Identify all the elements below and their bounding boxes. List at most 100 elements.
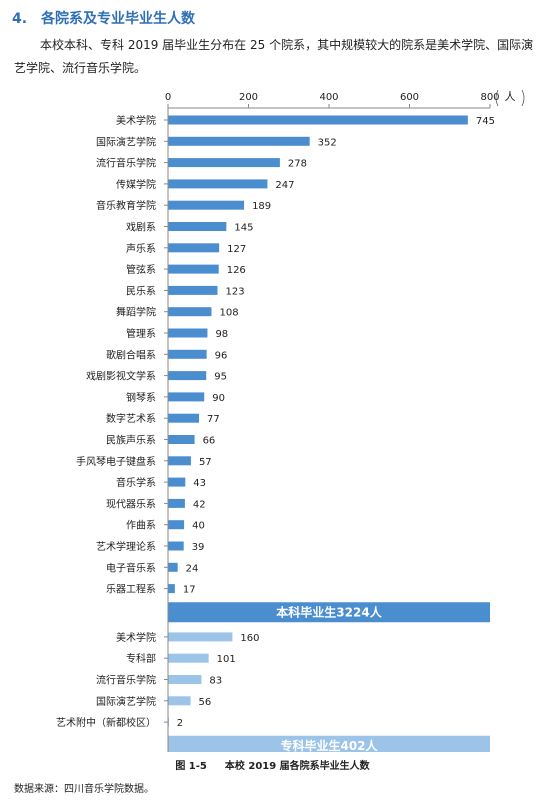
category-label: 声乐系 xyxy=(126,242,156,255)
category-label: 钢琴系 xyxy=(126,391,156,404)
x-tick-label: 400 xyxy=(319,92,338,103)
data-label: 278 xyxy=(288,159,307,170)
category-label: 电子音乐系 xyxy=(106,561,156,574)
bar xyxy=(168,435,195,444)
data-label: 17 xyxy=(183,585,196,596)
data-label: 43 xyxy=(193,478,206,489)
group-banner xyxy=(168,602,490,623)
x-tick-label: 800 xyxy=(480,92,499,103)
bar xyxy=(168,520,185,530)
category-label: 管理系 xyxy=(126,327,156,340)
data-label: 42 xyxy=(193,499,206,510)
data-label: 57 xyxy=(199,457,212,468)
category-label: 手风琴电子键盘系 xyxy=(76,455,156,468)
category-label: 民族声乐系 xyxy=(106,434,156,447)
category-label: 作曲系 xyxy=(126,520,156,532)
group-banner-label: 专科毕业生402人 xyxy=(280,738,378,752)
category-label: 舞蹈学院 xyxy=(116,306,156,319)
data-label: 98 xyxy=(215,329,228,340)
data-label: 24 xyxy=(186,563,199,574)
bar xyxy=(168,413,199,423)
bar xyxy=(168,562,178,572)
category-label: 管弦系 xyxy=(126,263,156,276)
data-source: 数据来源：四川音乐学院数据。 xyxy=(14,784,154,795)
figure-title: 本校 2019 届各院系毕业生人数 xyxy=(224,761,370,772)
bar xyxy=(168,179,268,189)
data-label: 145 xyxy=(234,223,253,234)
bar xyxy=(168,392,205,402)
bar xyxy=(168,675,202,684)
category-label: 国际演艺学院 xyxy=(96,695,156,708)
bar xyxy=(168,328,208,338)
section-heading: 4. 各院系及专业毕业生人数 xyxy=(12,8,195,28)
category-label: 戏剧影视文学系 xyxy=(86,370,156,383)
data-label: 66 xyxy=(203,436,216,447)
bar xyxy=(168,584,175,594)
category-label: 数字艺术系 xyxy=(106,412,156,425)
group-banner xyxy=(168,735,490,752)
data-label: 126 xyxy=(227,265,246,276)
data-label: 95 xyxy=(214,372,227,383)
bar xyxy=(168,653,209,663)
bar xyxy=(168,498,185,508)
category-label: 流行音乐学院 xyxy=(96,674,156,687)
category-label: 乐器工程系 xyxy=(106,584,156,596)
data-label: 352 xyxy=(318,137,337,148)
figure-caption: 图 1-5 本校 2019 届各院系毕业生人数 xyxy=(0,757,545,772)
data-label: 127 xyxy=(227,244,246,255)
bar xyxy=(168,200,245,210)
bar xyxy=(168,696,191,706)
x-axis-unit: 人 xyxy=(505,90,516,103)
data-label: 2 xyxy=(177,718,183,729)
category-label: 音乐学系 xyxy=(116,476,156,489)
category-label: 流行音乐学院 xyxy=(96,157,156,170)
category-label: 戏剧系 xyxy=(126,222,156,234)
data-label: 40 xyxy=(192,521,205,532)
bar xyxy=(168,264,219,274)
bar xyxy=(168,285,218,295)
data-label: 77 xyxy=(207,414,220,425)
bar xyxy=(168,632,233,642)
category-label: 传媒学院 xyxy=(116,178,156,191)
group-banner-label: 本科毕业生3224人 xyxy=(276,604,382,619)
data-label: 160 xyxy=(240,633,259,644)
category-label: 艺术学理论系 xyxy=(96,540,156,553)
category-label: 美术学院 xyxy=(116,631,156,644)
bar xyxy=(168,243,220,253)
bar xyxy=(168,477,186,487)
data-label: 83 xyxy=(209,676,222,687)
data-label: 90 xyxy=(212,393,225,404)
data-label: 247 xyxy=(275,180,294,191)
intro-paragraph: 本校本科、专科 2019 届毕业生分布在 25 个院系，其中规模较大的院系是美术… xyxy=(14,38,534,75)
bar xyxy=(168,349,207,359)
data-label: 108 xyxy=(219,308,238,319)
bar xyxy=(168,115,468,125)
section-number: 4. xyxy=(12,11,28,27)
data-label: 56 xyxy=(199,697,212,708)
category-label: 民乐系 xyxy=(126,285,156,297)
data-label: 101 xyxy=(217,654,236,665)
data-label: 123 xyxy=(226,286,245,297)
x-tick-label: 0 xyxy=(165,92,171,103)
unit-bracket-decoration xyxy=(495,89,525,107)
bar xyxy=(168,307,212,317)
bar xyxy=(168,371,207,381)
data-label: 189 xyxy=(252,201,271,212)
bar xyxy=(168,541,184,551)
category-label: 音乐教育学院 xyxy=(96,199,156,212)
bar xyxy=(168,456,191,466)
category-label: 艺术附中（新都校区） xyxy=(56,716,156,729)
section-title: 各院系及专业毕业生人数 xyxy=(41,11,196,27)
x-tick-label: 200 xyxy=(239,92,258,103)
category-label: 歌剧合唱系 xyxy=(106,348,156,361)
figure-label: 图 1-5 xyxy=(175,761,207,772)
x-tick-label: 600 xyxy=(400,92,419,103)
category-label: 美术学院 xyxy=(116,114,156,127)
data-label: 96 xyxy=(215,350,228,361)
bar xyxy=(168,158,280,168)
category-label: 专科部 xyxy=(126,652,156,665)
category-label: 现代器乐系 xyxy=(106,498,156,510)
data-label: 745 xyxy=(476,116,495,127)
bar xyxy=(168,222,227,231)
